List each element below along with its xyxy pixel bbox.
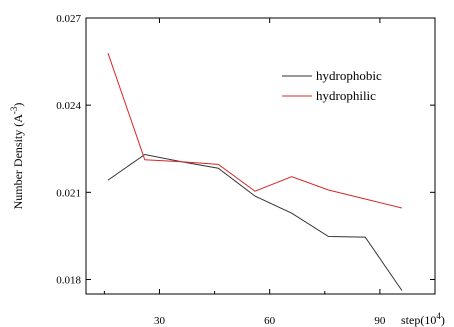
x-axis-label: step(104) — [401, 311, 445, 327]
y-tick-label: 0.024 — [56, 100, 81, 112]
legend: hydrophobic hydrophilic — [282, 68, 382, 103]
legend-label-hydrophilic: hydrophilic — [316, 88, 376, 103]
x-tick-label: 90 — [374, 315, 386, 327]
series-line-hydrophobic — [107, 153, 403, 291]
y-tick-label: 0.027 — [56, 13, 81, 25]
x-tick-label: 60 — [264, 315, 276, 327]
y-tick-label: 0.018 — [56, 274, 81, 286]
series-lines — [107, 53, 403, 291]
tick-marks — [86, 17, 435, 294]
legend-label-hydrophobic: hydrophobic — [316, 68, 382, 83]
tick-labels: 0.018 0.021 0.024 0.027 30 60 90 — [56, 13, 386, 327]
plot-frame — [85, 17, 436, 295]
y-tick-label: 0.021 — [56, 187, 81, 199]
series-line-hydrophilic — [107, 53, 403, 209]
y-axis-label: Number Density (A-3) — [9, 103, 25, 210]
x-tick-label: 30 — [154, 315, 166, 327]
